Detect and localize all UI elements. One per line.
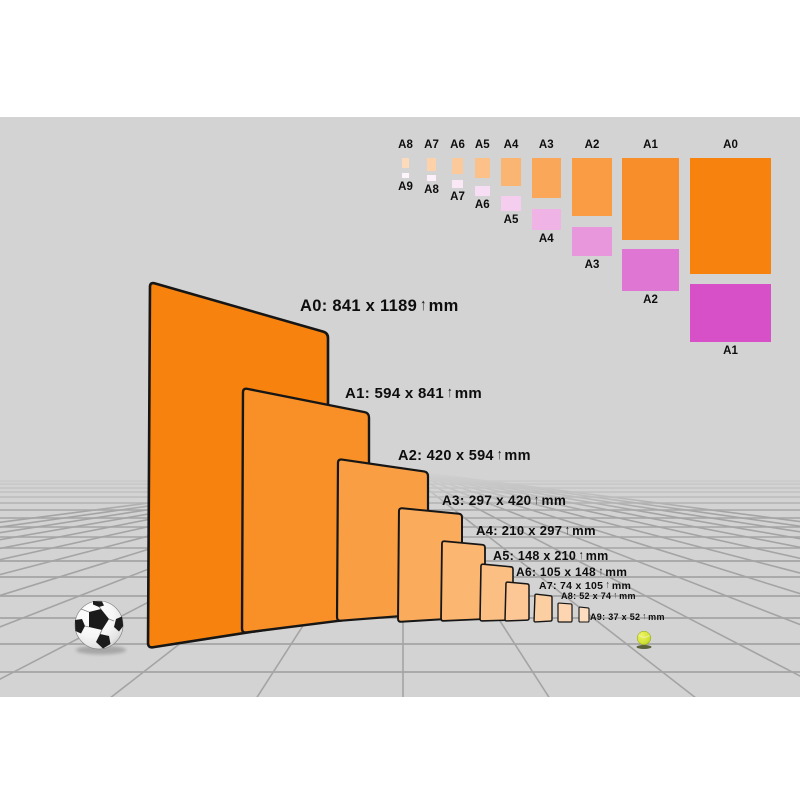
legend-sheet-landscape-a7 bbox=[452, 180, 463, 188]
sheet-label-a5: A5: 148 x 210 ↑ mm bbox=[493, 548, 609, 563]
legend-label-portrait-a2: A2 bbox=[584, 139, 600, 151]
legend-sheet-portrait-a1 bbox=[622, 158, 679, 240]
unit-text: mm bbox=[572, 523, 596, 538]
up-arrow-icon: ↑ bbox=[447, 384, 453, 401]
unit-text: mm bbox=[541, 493, 567, 508]
legend-label-landscape-a4: A4 bbox=[538, 233, 554, 245]
sheet-dimensions-text: A6: 105 x 148 bbox=[516, 565, 596, 579]
legend-label-portrait-a4: A4 bbox=[503, 139, 519, 151]
sheet-label-a0: A0: 841 x 1189 ↑ mm bbox=[300, 296, 459, 315]
up-arrow-icon: ↑ bbox=[579, 548, 584, 562]
legend-label-portrait-a7: A7 bbox=[424, 139, 439, 151]
up-arrow-icon: ↑ bbox=[606, 579, 611, 591]
unit-text: mm bbox=[585, 549, 609, 563]
legend-sheet-portrait-a7 bbox=[427, 158, 436, 171]
legend-label-landscape-a7: A7 bbox=[450, 191, 465, 203]
legend-label-landscape-a3: A3 bbox=[584, 259, 600, 271]
unit-text: mm bbox=[504, 448, 531, 464]
legend-label-portrait-a1: A1 bbox=[643, 139, 658, 151]
sheet-dimensions-text: A5: 148 x 210 bbox=[493, 549, 577, 563]
legend-label-landscape-a2: A2 bbox=[643, 294, 658, 306]
up-arrow-icon: ↑ bbox=[420, 296, 427, 314]
legend-sheet-landscape-a6 bbox=[475, 186, 490, 196]
legend-sheet-landscape-a8 bbox=[427, 175, 436, 181]
sheet-a7 bbox=[533, 593, 553, 623]
sheet-dimensions-text: A1: 594 x 841 bbox=[345, 385, 444, 402]
tennis-ball-shadow bbox=[636, 645, 652, 649]
sheet-label-a9: A9: 37 x 52 ↑ mm bbox=[590, 611, 665, 622]
soccer-ball bbox=[74, 600, 126, 655]
up-arrow-icon: ↑ bbox=[598, 564, 604, 578]
up-arrow-icon: ↑ bbox=[534, 492, 540, 507]
sheet-dimensions-text: A8: 52 x 74 bbox=[561, 591, 612, 601]
legend-label-portrait-a6: A6 bbox=[450, 139, 465, 151]
sheet-label-a7: A7: 74 x 105 ↑ mm bbox=[539, 579, 632, 592]
sheet-label-a3: A3: 297 x 420 ↑ mm bbox=[442, 492, 567, 508]
sheet-dimensions-text: A3: 297 x 420 bbox=[442, 493, 532, 508]
paper-sheets-group bbox=[146, 281, 590, 649]
legend-label-landscape-a9: A9 bbox=[398, 181, 413, 193]
unit-text: mm bbox=[605, 565, 628, 579]
legend-sheet-portrait-a3 bbox=[532, 158, 561, 198]
sheet-dimensions-text: A4: 210 x 297 bbox=[476, 523, 563, 538]
sheet-label-a6: A6: 105 x 148 ↑ mm bbox=[516, 564, 628, 579]
legend-sheet-landscape-a3 bbox=[572, 227, 612, 256]
legend-label-landscape-a1: A1 bbox=[723, 345, 738, 357]
legend-sheet-portrait-a4 bbox=[501, 158, 521, 186]
legend-sheet-portrait-a8 bbox=[402, 158, 409, 168]
up-arrow-icon: ↑ bbox=[614, 590, 618, 600]
legend-sheet-landscape-a2 bbox=[622, 249, 679, 291]
unit-text: mm bbox=[454, 385, 483, 402]
legend-label-landscape-a8: A8 bbox=[424, 184, 439, 196]
sheet-a9 bbox=[578, 606, 590, 623]
sheet-dimensions-text: A7: 74 x 105 bbox=[539, 580, 604, 592]
sheet-label-a4: A4: 210 x 297 ↑ mm bbox=[476, 522, 596, 538]
sheet-dimensions-text: A0: 841 x 1189 bbox=[300, 297, 418, 315]
legend-sheet-landscape-a5 bbox=[501, 196, 521, 211]
sheet-label-a8: A8: 52 x 74 ↑ mm bbox=[561, 590, 636, 601]
unit-text: mm bbox=[611, 580, 632, 592]
up-arrow-icon: ↑ bbox=[565, 522, 571, 537]
sheet-a4 bbox=[440, 540, 486, 622]
legend-sheet-portrait-a5 bbox=[475, 158, 490, 178]
tennis-ball bbox=[636, 630, 652, 649]
unit-text: mm bbox=[648, 612, 665, 622]
legend-label-landscape-a6: A6 bbox=[474, 199, 490, 211]
legend-label-portrait-a0: A0 bbox=[723, 139, 738, 151]
soccer-ball-shadow bbox=[76, 645, 126, 655]
legend-label-landscape-a5: A5 bbox=[503, 214, 519, 226]
up-arrow-icon: ↑ bbox=[643, 611, 647, 621]
sheet-a6 bbox=[504, 581, 530, 622]
sheet-dimensions-text: A2: 420 x 594 bbox=[398, 448, 494, 464]
legend-sheet-landscape-a1 bbox=[690, 284, 771, 342]
legend-label-portrait-a3: A3 bbox=[538, 139, 554, 151]
unit-text: mm bbox=[619, 591, 636, 601]
sheet-label-a2: A2: 420 x 594 ↑ mm bbox=[398, 447, 531, 464]
legend-sheet-landscape-a9 bbox=[402, 173, 409, 178]
unit-text: mm bbox=[428, 297, 459, 315]
legend-sheet-portrait-a6 bbox=[452, 158, 463, 174]
sheet-label-a1: A1: 594 x 841 ↑ mm bbox=[345, 384, 483, 402]
legend-sheet-portrait-a0 bbox=[690, 158, 771, 274]
sheet-dimensions-text: A9: 37 x 52 bbox=[590, 612, 641, 622]
legend-sheet-landscape-a4 bbox=[532, 209, 561, 230]
up-arrow-icon: ↑ bbox=[496, 447, 503, 463]
legend-label-portrait-a5: A5 bbox=[474, 139, 490, 151]
sheet-a8 bbox=[557, 602, 573, 623]
legend-sheet-portrait-a2 bbox=[572, 158, 612, 216]
legend-label-portrait-a8: A8 bbox=[398, 139, 413, 151]
